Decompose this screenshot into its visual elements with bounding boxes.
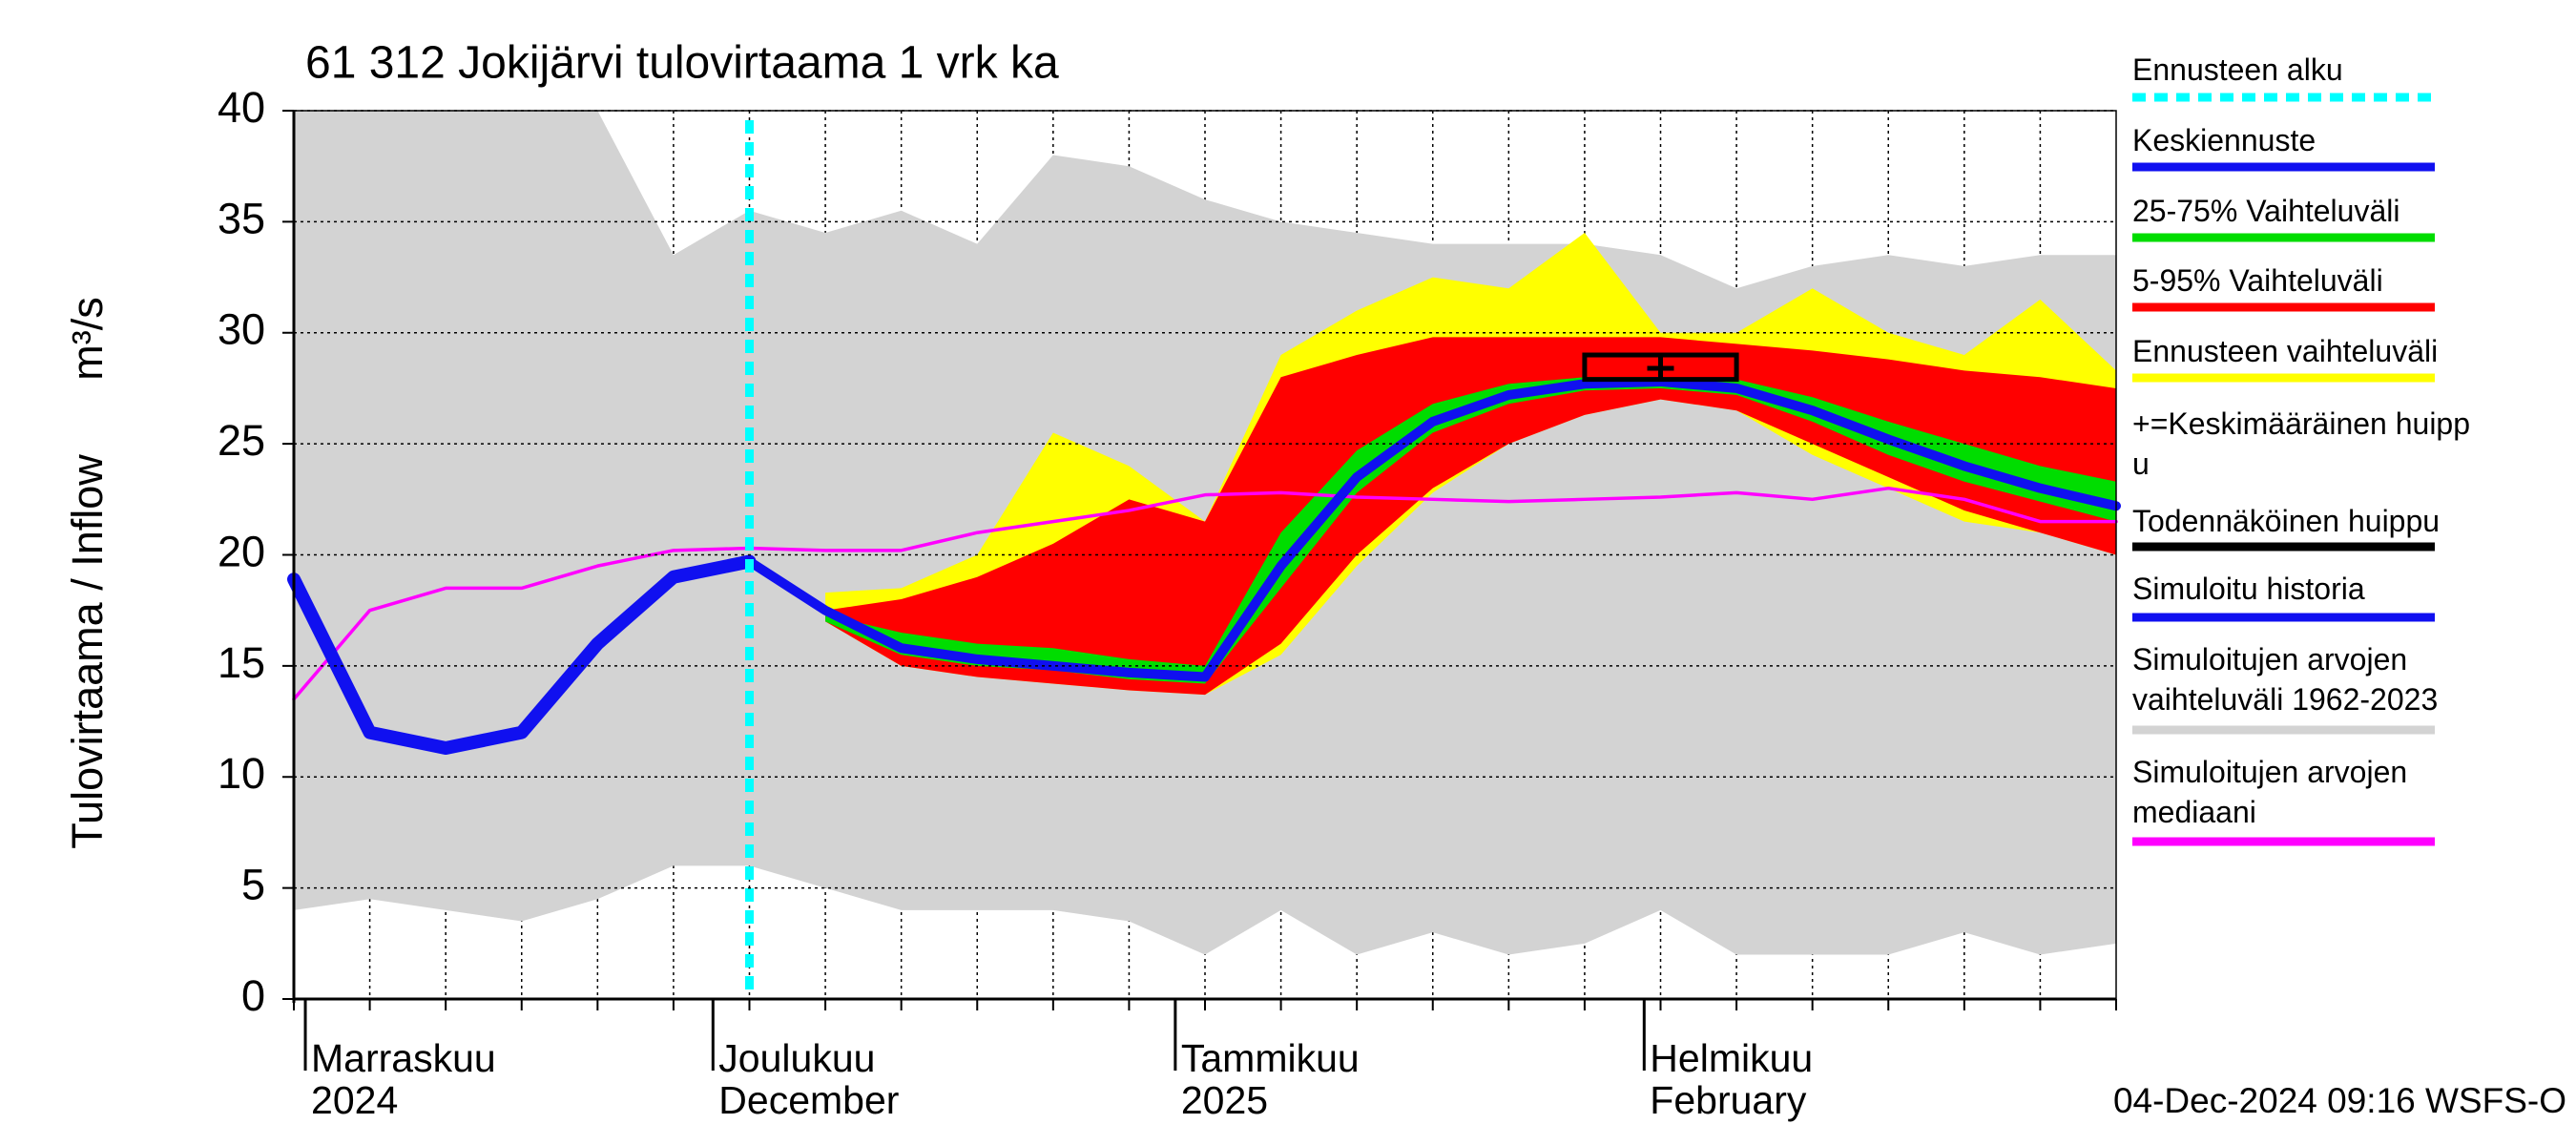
y-tick-label: 40 <box>218 83 265 132</box>
x-tick-label: Marraskuu <box>311 1036 496 1080</box>
series-band <box>825 337 2117 696</box>
legend-label: Simuloitujen arvojen vaihteluväli 1962-2… <box>2132 642 2439 717</box>
series-line <box>744 376 2121 682</box>
y-tick-label: 15 <box>218 638 265 687</box>
x-tick-label: Helmikuu <box>1650 1036 1813 1080</box>
legend-label: Keskiennuste <box>2132 123 2316 157</box>
y-tick-label: 5 <box>241 861 265 909</box>
plot-data <box>287 111 2121 999</box>
legend-label: Simuloitu historia <box>2132 572 2365 606</box>
x-tick-label: 2024 <box>311 1078 398 1122</box>
mean-peak-cross <box>1647 354 1674 382</box>
x-tick-label: Tammikuu <box>1181 1036 1360 1080</box>
x-tick-label: February <box>1650 1078 1807 1122</box>
y-tick-label: 10 <box>218 749 265 798</box>
x-tick-label: 2025 <box>1181 1078 1268 1122</box>
y-axis-unit: m³/s <box>63 297 112 380</box>
x-tick-label: Joulukuu <box>718 1036 875 1080</box>
y-tick-label: 25 <box>218 416 265 465</box>
legend-label: Ennusteen vaihteluväli <box>2132 334 2439 368</box>
footer: 04-Dec-2024 09:16 WSFS-O <box>2113 1081 2566 1120</box>
y-tick-label: 35 <box>218 194 265 242</box>
x-tick-label: December <box>718 1078 899 1122</box>
y-tick-label: 20 <box>218 527 265 575</box>
y-tick-label: 30 <box>218 305 265 354</box>
chart-title: 61 312 Jokijärvi tulovirtaama 1 vrk ka <box>305 38 1059 89</box>
y-axis-label: Tulovirtaama / Inflow <box>63 454 112 849</box>
legend-label: 25-75% Vaihteluväli <box>2132 194 2400 228</box>
series-line <box>287 554 757 755</box>
series-line <box>292 486 2118 701</box>
y-tick-label: 0 <box>241 971 265 1020</box>
legend-label: Ennusteen alku <box>2132 52 2343 87</box>
legend-label: Todennäköinen huippu <box>2132 504 2441 538</box>
legend-label: +=Keskimääräinen huippu <box>2132 406 2471 481</box>
legend-label: 5-95% Vaihteluväli <box>2132 263 2383 298</box>
legend-label: Simuloitujen arvojen mediaani <box>2132 755 2408 829</box>
